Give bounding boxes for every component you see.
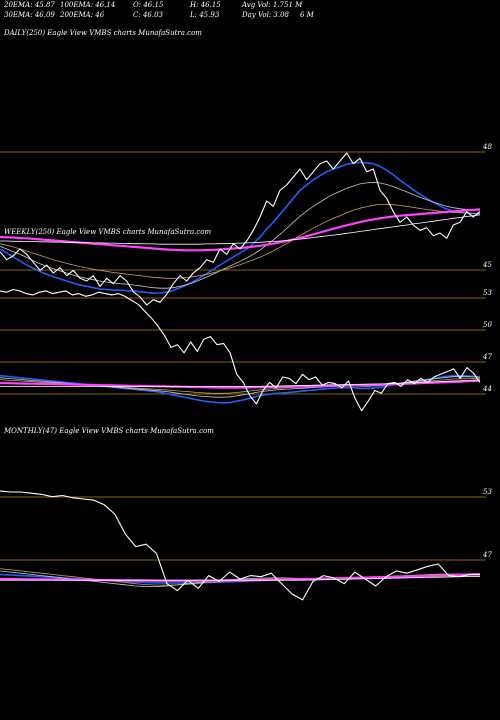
weekly-ema100-line [0, 379, 481, 389]
stat-ema20: 20EMA: 45.87 [3, 1, 55, 9]
stat-unit: 6 M [300, 11, 315, 19]
daily-series-group [0, 152, 481, 306]
weekly-panel-label: WEEKLY(250) Eagle View VMBS charts Munaf… [4, 228, 211, 236]
weekly-tick-label: 53 [483, 289, 492, 297]
daily-ema200-line [0, 214, 481, 245]
monthly-series-group [0, 490, 481, 601]
daily-panel-label: DAILY(250) Eagle View VMBS charts Munafa… [3, 29, 202, 37]
daily-ema20-line [0, 161, 481, 294]
header-stats: 20EMA: 45.87 100EMA: 46.14 O: 46.15 H: 46.1… [3, 1, 315, 19]
weekly-grid: 53 50 47 44 [0, 289, 492, 395]
weekly-ema50-line [0, 378, 481, 394]
monthly-grid: 53 47 [0, 488, 492, 561]
chart-panels: 48 45 53 50 47 44 53 47 DAILY(250) Eagle View VM… [0, 29, 492, 601]
stat-dayvol: Day Vol: 3.08 [241, 11, 290, 19]
stat-ema100: 100EMA: 46.14 [60, 1, 115, 9]
daily-ema50-line [0, 204, 480, 279]
stat-high: H: 46.15 [189, 1, 221, 9]
monthly-ema200-line [0, 575, 481, 581]
daily-grid: 48 45 [0, 143, 492, 271]
daily-price-line [0, 152, 481, 306]
stat-low: L: 45.93 [189, 11, 220, 19]
stat-ema30: 30EMA: 46.09 [4, 11, 55, 19]
weekly-tick-label: 47 [482, 353, 492, 361]
weekly-series-group [0, 288, 481, 412]
monthly-tick-label: 53 [483, 488, 492, 496]
daily-tick-label: 48 [482, 143, 492, 151]
monthly-panel-label: MONTHLY(47) Eagle View VMBS charts Munaf… [3, 427, 214, 435]
daily-tick-label: 45 [482, 261, 492, 269]
weekly-price-line [0, 288, 481, 412]
weekly-ema200-line [0, 379, 481, 387]
monthly-price-line [0, 490, 480, 601]
monthly-tick-label: 47 [482, 551, 492, 559]
stat-close: C: 46.03 [133, 11, 164, 19]
daily-ema30-line [0, 181, 481, 289]
stat-avgvol: Avg Vol: 1.751 M [241, 1, 303, 9]
stat-ema200: 200EMA: 46 [59, 11, 105, 19]
weekly-tick-label: 44 [482, 385, 492, 393]
weekly-tick-label: 50 [483, 321, 492, 329]
stat-open: O: 46.15 [133, 1, 164, 9]
